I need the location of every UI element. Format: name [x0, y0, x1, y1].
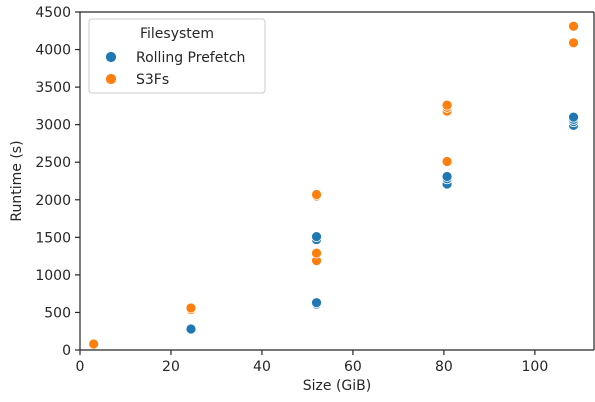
y-tick-label: 2500	[35, 155, 71, 171]
data-point-s3fs	[311, 189, 322, 200]
y-tick-label: 1500	[35, 230, 71, 246]
data-point-s3fs	[441, 156, 453, 167]
x-tick-label: 20	[162, 359, 180, 375]
x-axis-label: Size (GiB)	[303, 378, 371, 394]
data-points	[88, 20, 579, 351]
data-point-rolling-prefetch	[311, 297, 322, 309]
x-tick-label: 80	[435, 359, 453, 375]
x-tick-label: 60	[344, 359, 362, 375]
y-tick-label: 3000	[35, 118, 71, 134]
data-point-s3fs	[441, 99, 453, 111]
data-point-rolling-prefetch	[441, 171, 453, 182]
x-ticks: 0 20 40 60 80 100	[76, 350, 549, 375]
y-tick-label: 500	[44, 305, 71, 321]
legend-label-rolling-prefetch: Rolling Prefetch	[136, 50, 245, 66]
data-point-s3fs	[568, 20, 579, 32]
data-point-s3fs	[311, 247, 322, 259]
x-tick-label: 0	[76, 359, 85, 375]
legend: Filesystem Rolling Prefetch S3Fs	[88, 18, 266, 94]
y-tick-label: 4500	[35, 5, 71, 21]
legend-box	[88, 18, 266, 94]
data-point-s3fs	[88, 338, 100, 350]
x-tick-label: 100	[522, 359, 549, 375]
x-tick-label: 40	[253, 359, 271, 375]
data-point-rolling-prefetch	[311, 231, 322, 242]
legend-marker-s3fs	[105, 73, 117, 85]
y-tick-label: 1000	[35, 268, 71, 284]
y-tick-label: 4000	[35, 43, 71, 59]
data-point-rolling-prefetch	[568, 111, 579, 123]
y-tick-label: 0	[62, 343, 71, 359]
y-axis-label: Runtime (s)	[9, 140, 25, 221]
legend-title: Filesystem	[140, 26, 214, 42]
y-tick-label: 2000	[35, 193, 71, 209]
y-ticks: 0 500 1000 1500 2000 2500 3000 3500 4000 4500	[35, 5, 80, 359]
legend-marker-rolling-prefetch	[105, 51, 117, 63]
data-point-s3fs	[185, 302, 197, 314]
y-tick-label: 3500	[35, 80, 71, 96]
data-point-rolling-prefetch	[185, 323, 197, 335]
legend-label-s3fs: S3Fs	[136, 72, 169, 88]
data-point-s3fs	[568, 37, 579, 49]
